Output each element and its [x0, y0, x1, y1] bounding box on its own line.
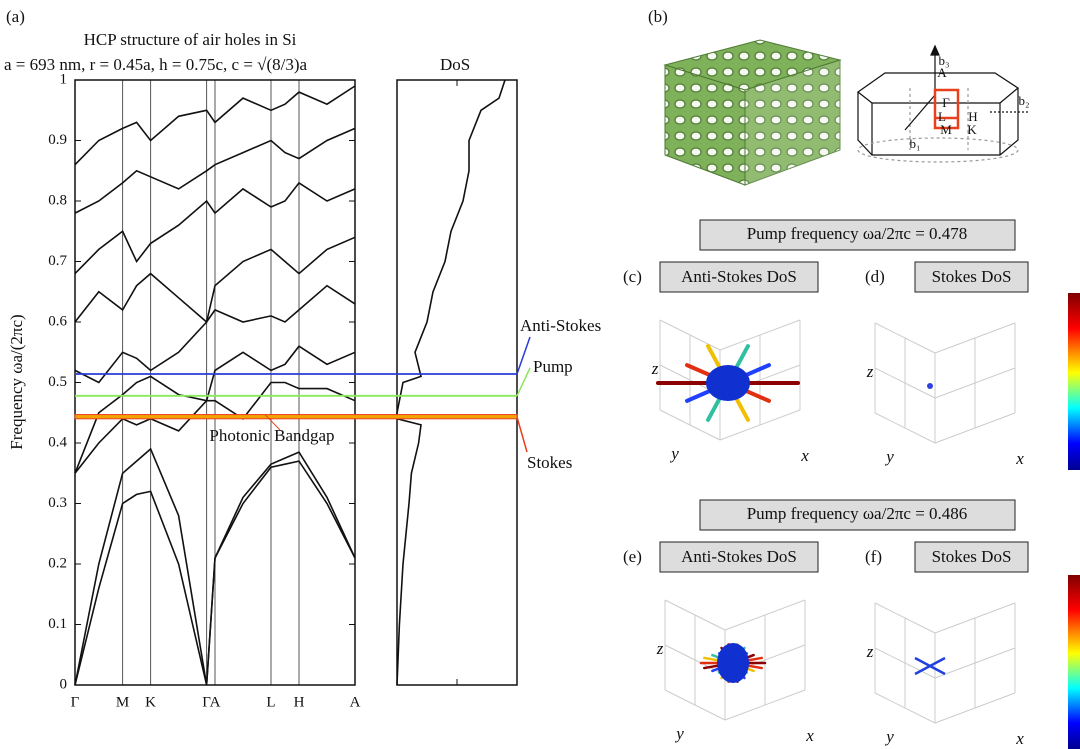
- axis-letter: z: [656, 639, 664, 658]
- x-tick-label: A: [350, 694, 361, 710]
- band-line: [74, 85, 356, 166]
- panel-title-box: [914, 541, 1029, 573]
- dos-core: [717, 643, 749, 683]
- dos-line: [396, 79, 506, 686]
- y-tick-label: 0.8: [48, 192, 67, 208]
- axis-letter: y: [884, 727, 894, 746]
- axis-letter: z: [866, 642, 874, 661]
- bz-label: L: [938, 109, 946, 124]
- cube-edge: [934, 647, 1016, 679]
- x-tick-label: K: [145, 694, 156, 710]
- x-tick-label: A: [210, 694, 221, 710]
- axis-letter: z: [866, 362, 874, 381]
- y-tick-label: 0.4: [48, 434, 67, 450]
- bz-label: M: [940, 122, 952, 137]
- brillouin-zone: [856, 44, 1028, 163]
- y-tick-label: 0.5: [48, 374, 67, 390]
- chart-title: HCP structure of air holes in Si: [84, 30, 297, 49]
- band-line: [74, 127, 356, 214]
- axis-letter: x: [805, 726, 814, 745]
- x-tick-label: H: [294, 694, 305, 710]
- cube-edge: [874, 367, 936, 399]
- axis-letter: x: [1015, 729, 1024, 748]
- panel-title-box: [659, 541, 819, 573]
- colorbar: [1068, 575, 1080, 749]
- y-axis-label: Frequency ωa/(2πc): [7, 314, 26, 449]
- pump-box: [699, 499, 1016, 531]
- plot-frame: [74, 79, 356, 686]
- band-line: [74, 345, 356, 474]
- chart-subtitle: a = 693 nm, r = 0.45a, h = 0.75c, c = √(…: [4, 55, 308, 74]
- panel-label: (f): [865, 547, 882, 566]
- y-tick-label: 0.7: [48, 253, 67, 269]
- structure-render: [663, 39, 842, 186]
- y-tick-label: 0.2: [48, 555, 67, 571]
- panel-label: (b): [648, 7, 668, 26]
- band-line: [74, 236, 356, 324]
- panel-label: (d): [865, 267, 885, 286]
- x-tick-label: Γ: [71, 694, 80, 710]
- y-tick-label: 0.6: [48, 313, 67, 329]
- bz-label: b₁: [909, 136, 920, 151]
- band-line: [74, 284, 356, 384]
- annotation-label: Anti-Stokes: [520, 316, 601, 335]
- bz-label: Γ: [942, 95, 950, 110]
- band-line: [74, 447, 356, 686]
- dos-3d-plots: [656, 319, 1016, 724]
- dos-core: [706, 365, 750, 401]
- panel-title: Anti-Stokes DoS: [681, 267, 797, 286]
- dos-title: DoS: [440, 55, 470, 74]
- y-tick-label: 0.3: [48, 495, 67, 511]
- bz-label: b₃: [938, 53, 949, 68]
- annotation-leader: [264, 414, 281, 431]
- band-line: [74, 381, 356, 474]
- y-tick-label: 0.1: [48, 616, 67, 632]
- annotation-leader: [516, 416, 528, 453]
- pump-label: Pump frequency ωa/2πc = 0.486: [747, 504, 968, 523]
- y-tick-label: 1: [60, 71, 68, 87]
- axis-letter: x: [800, 446, 809, 465]
- dos-spike: [914, 656, 946, 676]
- axis-letter: y: [674, 724, 684, 743]
- panel-title-box: [914, 261, 1029, 293]
- panel-title: Anti-Stokes DoS: [681, 547, 797, 566]
- annotation-label: Pump: [533, 357, 573, 376]
- panel-label: (a): [6, 7, 25, 26]
- x-tick-label: Γ: [202, 694, 211, 710]
- annotation-leader: [516, 336, 531, 375]
- dos-core: [927, 383, 933, 389]
- panel-title: Stokes DoS: [932, 547, 1012, 566]
- colorbar: [1068, 293, 1080, 470]
- annotation-leader: [516, 367, 531, 397]
- x-tick-label: L: [266, 694, 275, 710]
- axis-letter: z: [651, 359, 659, 378]
- annotation-label: Stokes: [527, 453, 572, 472]
- bandgap: [74, 414, 518, 420]
- bz-label: A: [937, 65, 947, 80]
- band-line: [74, 181, 356, 275]
- y-tick-label: 0: [60, 676, 68, 692]
- axis-letter: y: [669, 444, 679, 463]
- cube-edge: [934, 367, 1016, 399]
- axis-letter: y: [884, 447, 894, 466]
- bz-label: b₂: [1018, 93, 1029, 108]
- cube-edge: [874, 647, 936, 679]
- bz-label: H: [968, 109, 977, 124]
- bz-label: K: [967, 122, 977, 137]
- panel-label: (e): [623, 547, 642, 566]
- panel-label: (c): [623, 267, 642, 286]
- y-tick-label: 0.9: [48, 132, 67, 148]
- panel-title: Stokes DoS: [932, 267, 1012, 286]
- pump-label: Pump frequency ωa/2πc = 0.478: [747, 224, 968, 243]
- annotation-label: Photonic Bandgap: [209, 426, 334, 445]
- panel-title-box: [659, 261, 819, 293]
- x-tick-label: M: [116, 694, 129, 710]
- pump-box: [699, 219, 1016, 251]
- axis-letter: x: [1015, 449, 1024, 468]
- dos-frame: [396, 79, 518, 686]
